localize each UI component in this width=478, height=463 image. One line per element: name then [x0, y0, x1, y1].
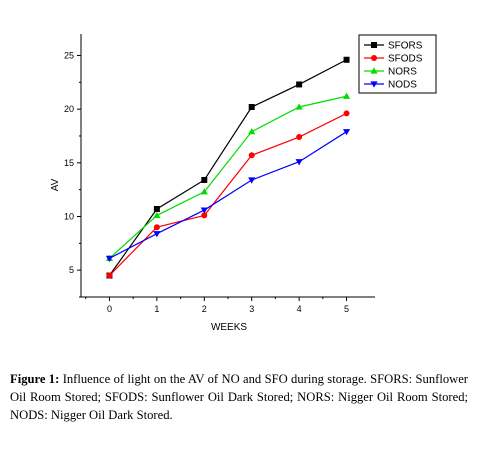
y-tick-label: 5 [69, 265, 74, 275]
legend-item: NODS [364, 80, 417, 91]
data-point [342, 129, 351, 136]
figure-caption-label: Figure 1: [10, 372, 60, 386]
legend-label: SFORS [388, 41, 423, 52]
legend-label: SFODS [388, 54, 423, 65]
data-point [200, 207, 208, 214]
y-tick-label: 25 [64, 50, 74, 60]
series-line [109, 131, 347, 259]
x-tick-label: 1 [154, 304, 159, 314]
series-line [108, 59, 347, 276]
data-point [248, 128, 256, 135]
legend-marker [371, 42, 377, 48]
x-tick-label: 3 [249, 304, 254, 314]
y-tick-label: 10 [64, 211, 74, 221]
series-nors [105, 92, 351, 261]
chart-axes: 5 10 15 20 25 0 1 2 3 4 5 [64, 34, 375, 314]
x-tick-label: 4 [297, 304, 302, 314]
figure-caption: Figure 1: Influence of light on the AV o… [10, 370, 468, 424]
data-point [105, 255, 114, 262]
figure-caption-text: Influence of light on the AV of NO and S… [10, 372, 469, 422]
legend-item: NORS [364, 67, 417, 78]
legend-label: NORS [388, 67, 417, 78]
chart-legend: SFORS SFODS NORS NODS [358, 34, 437, 94]
series-sfors [106, 56, 350, 279]
data-point [343, 110, 350, 117]
series-layer [105, 56, 351, 279]
data-point [343, 56, 350, 63]
data-point [106, 272, 113, 279]
y-axis-label: AV [50, 178, 61, 191]
chart: 5 10 15 20 25 0 1 2 3 4 5 SFORS SFODS NORS NODS WEEKS… [50, 34, 437, 333]
y-tick-label: 20 [64, 104, 74, 114]
x-tick-label: 0 [107, 304, 112, 314]
data-point [295, 103, 303, 110]
legend-label: NODS [388, 80, 417, 91]
x-axis-label: WEEKS [211, 322, 247, 333]
data-point [201, 212, 208, 219]
legend-marker [370, 67, 378, 74]
x-tick-label: 5 [344, 304, 349, 314]
data-point [296, 81, 303, 88]
series-line [109, 112, 347, 276]
series-nods [105, 129, 351, 262]
data-point [153, 231, 161, 238]
data-point [248, 103, 255, 110]
y-tick-label: 15 [64, 158, 74, 168]
legend-item: SFORS [364, 41, 423, 52]
data-point [153, 211, 161, 219]
data-point [201, 176, 208, 183]
data-point [153, 205, 160, 212]
data-point [342, 92, 351, 99]
legend-item: SFODS [364, 54, 423, 65]
x-tick-label: 2 [202, 304, 207, 314]
legend-marker [370, 81, 378, 88]
data-point [200, 188, 208, 195]
data-point [248, 177, 256, 184]
legend-marker [371, 55, 377, 61]
data-point [296, 134, 303, 141]
data-point [248, 152, 255, 159]
data-point [153, 224, 160, 231]
data-point [295, 159, 303, 166]
series-line [109, 95, 347, 259]
series-sfods [106, 110, 350, 279]
